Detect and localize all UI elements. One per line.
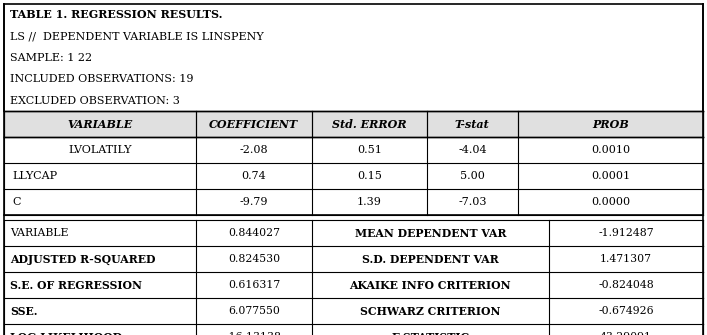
Text: ADJUSTED R-SQUARED: ADJUSTED R-SQUARED (10, 254, 156, 265)
Text: -1.912487: -1.912487 (598, 228, 654, 239)
Text: 0.844027: 0.844027 (228, 228, 280, 239)
Text: SAMPLE: 1 22: SAMPLE: 1 22 (10, 53, 92, 63)
Text: -9.79: -9.79 (240, 198, 268, 207)
Text: LLYCAP: LLYCAP (12, 172, 57, 182)
Text: INCLUDED OBSERVATIONS: 19: INCLUDED OBSERVATIONS: 19 (10, 74, 194, 84)
Text: 0.824530: 0.824530 (228, 255, 280, 265)
Text: T-stat: T-stat (455, 119, 490, 130)
Text: 0.0010: 0.0010 (591, 145, 630, 155)
Bar (4, 137, 703, 215)
Text: LVOLATILY: LVOLATILY (69, 145, 132, 155)
Text: 6.077550: 6.077550 (228, 307, 280, 317)
Text: 0.15: 0.15 (357, 172, 382, 182)
Text: 1.39: 1.39 (357, 198, 382, 207)
Bar (4, 4, 703, 112)
Text: COEFFICIENT: COEFFICIENT (209, 119, 298, 130)
Text: MEAN DEPENDENT VAR: MEAN DEPENDENT VAR (355, 228, 506, 239)
Text: 0.616317: 0.616317 (228, 280, 280, 290)
Text: 5.00: 5.00 (460, 172, 485, 182)
Bar (4, 220, 703, 335)
Text: -2.08: -2.08 (240, 145, 268, 155)
Text: LOG LIKELIHOOD: LOG LIKELIHOOD (10, 332, 122, 335)
Text: 0.0000: 0.0000 (591, 198, 630, 207)
Text: VARIABLE: VARIABLE (67, 119, 133, 130)
Text: AKAIKE INFO CRITERION: AKAIKE INFO CRITERION (349, 280, 511, 291)
Text: S.E. OF REGRESSION: S.E. OF REGRESSION (10, 280, 142, 291)
Text: 43.29091: 43.29091 (600, 333, 652, 335)
Text: PROB: PROB (592, 119, 629, 130)
Text: 1.471307: 1.471307 (600, 255, 652, 265)
Text: S.D. DEPENDENT VAR: S.D. DEPENDENT VAR (362, 254, 498, 265)
Text: 0.51: 0.51 (357, 145, 382, 155)
Text: SSE.: SSE. (10, 306, 37, 317)
Text: C: C (12, 198, 21, 207)
Text: -0.674926: -0.674926 (598, 307, 654, 317)
Text: -0.824048: -0.824048 (598, 280, 654, 290)
Text: F-STATISTIC: F-STATISTIC (391, 332, 469, 335)
Text: VARIABLE: VARIABLE (10, 228, 69, 239)
Text: LS //  DEPENDENT VARIABLE IS LINSPENY: LS // DEPENDENT VARIABLE IS LINSPENY (10, 31, 264, 41)
Text: EXCLUDED OBSERVATION: 3: EXCLUDED OBSERVATION: 3 (10, 96, 180, 106)
Bar (4, 112, 703, 137)
Text: 0.74: 0.74 (242, 172, 267, 182)
Text: TABLE 1. REGRESSION RESULTS.: TABLE 1. REGRESSION RESULTS. (10, 9, 223, 20)
Text: -7.03: -7.03 (458, 198, 486, 207)
Text: -16.13138: -16.13138 (226, 333, 282, 335)
Text: Std. ERROR: Std. ERROR (332, 119, 407, 130)
Text: 0.0001: 0.0001 (591, 172, 630, 182)
Text: -4.04: -4.04 (458, 145, 486, 155)
Text: SCHWARZ CRITERION: SCHWARZ CRITERION (360, 306, 501, 317)
